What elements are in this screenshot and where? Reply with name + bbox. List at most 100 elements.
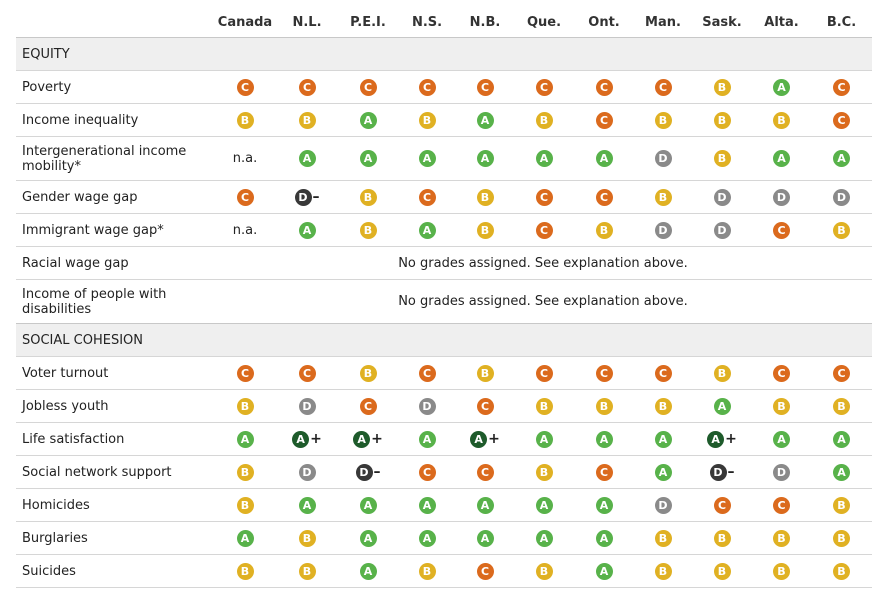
grade-cell: B: [634, 389, 692, 423]
grade-badge: C: [535, 188, 553, 206]
grade-letter-icon: A: [236, 529, 254, 547]
grade-cell: A: [752, 70, 811, 104]
grade-badge: D: [298, 463, 316, 481]
grade-cell: B: [214, 103, 276, 137]
grade-badge: C: [595, 364, 613, 382]
grade-cell: A: [214, 422, 276, 456]
grade-cell: A: [811, 136, 872, 181]
grade-badge: B: [713, 150, 731, 167]
grade-cell: C: [574, 70, 634, 104]
row-label: Burglaries: [16, 521, 214, 555]
row-label: Jobless youth: [16, 389, 214, 423]
grade-letter-icon: A: [359, 496, 377, 514]
grade-cell: C: [514, 356, 574, 390]
grade-letter-icon: A: [236, 430, 254, 448]
table-row: Jobless youth B D C D C B B B A B B: [16, 389, 872, 423]
grade-badge: A: [773, 430, 790, 448]
grade-cell: A: [398, 488, 456, 522]
grade-badge: A: [595, 562, 613, 580]
grade-cell: B: [752, 389, 811, 423]
grade-letter-icon: A: [535, 496, 553, 514]
grade-cell: C: [574, 180, 634, 214]
grade-badge: A: [654, 463, 672, 481]
grade-badge: B: [476, 364, 494, 382]
grade-letter-icon: D: [654, 221, 672, 239]
grade-cell: D: [692, 180, 752, 214]
grade-cell: D –: [276, 180, 338, 214]
grade-letter-icon: C: [595, 188, 613, 206]
row-label: Income of people with disabilities: [16, 279, 214, 324]
grade-cell: B: [811, 389, 872, 423]
grade-cell: B: [398, 554, 456, 588]
grade-cell: A +: [456, 422, 514, 456]
grade-letter-icon: D: [833, 188, 850, 206]
grade-letter-icon: A: [833, 430, 850, 448]
grade-badge: A: [298, 150, 316, 167]
grade-letter-icon: B: [773, 562, 790, 580]
grade-badge: A: [654, 430, 672, 448]
grade-badge: C: [833, 364, 850, 382]
grade-letter-icon: B: [236, 496, 254, 514]
grade-letter-icon: A: [418, 430, 436, 448]
grade-letter-icon: A: [654, 430, 672, 448]
grade-cell: C: [574, 455, 634, 489]
grade-badge: B: [773, 397, 790, 415]
grade-letter-icon: D: [654, 150, 672, 167]
grade-badge: B: [418, 562, 436, 580]
grade-letter-icon: B: [535, 397, 553, 415]
grade-letter-icon: C: [595, 78, 613, 96]
grade-badge: C: [773, 364, 790, 382]
grade-cell: A +: [692, 422, 752, 456]
grade-badge: A: [359, 496, 377, 514]
grade-letter-icon: C: [654, 364, 672, 382]
grade-cell: C: [214, 70, 276, 104]
section-title: EQUITY: [16, 37, 872, 71]
table-row: Income of people with disabilities No gra…: [16, 279, 872, 324]
grade-cell: B: [634, 103, 692, 137]
grade-letter-icon: B: [654, 397, 672, 415]
grade-letter-icon: A: [535, 150, 553, 167]
grade-letter-icon: D: [355, 463, 373, 481]
grade-cell: D: [811, 180, 872, 214]
grade-cell: A: [514, 521, 574, 555]
grade-letter-icon: C: [418, 78, 436, 96]
grade-badge: B: [595, 397, 613, 415]
grade-cell: C: [752, 488, 811, 522]
col-header: Alta.: [764, 15, 799, 30]
grade-badge: A: [833, 463, 850, 481]
grade-letter-icon: B: [713, 111, 731, 129]
grade-badge: B: [298, 111, 316, 129]
grade-cell: B: [276, 103, 338, 137]
grade-cell: B: [634, 521, 692, 555]
grade-cell: D: [276, 389, 338, 423]
grade-letter-icon: A: [773, 78, 790, 96]
grade-cell: B: [398, 103, 456, 137]
grade-letter-icon: B: [476, 364, 494, 382]
grade-cell: C: [456, 554, 514, 588]
grade-cell: C: [811, 356, 872, 390]
grade-badge: D: [654, 221, 672, 239]
grade-badge: A: [476, 111, 494, 129]
grade-badge: A: [833, 430, 850, 448]
grade-letter-icon: A: [418, 150, 436, 167]
grade-letter-icon: C: [595, 111, 613, 129]
grade-badge: A: [359, 529, 377, 547]
grade-badge: B: [654, 529, 672, 547]
no-grades-note: No grades assigned. See explanation abov…: [214, 246, 872, 280]
grade-badge: D –: [709, 463, 735, 481]
grade-badge: B: [833, 562, 850, 580]
grade-letter-icon: B: [833, 496, 850, 514]
grade-cell: A +: [276, 422, 338, 456]
grade-cell: A: [338, 488, 398, 522]
grade-cell: A: [338, 521, 398, 555]
grade-badge: A: [236, 529, 254, 547]
table-row: Suicides B B A B C B A B B B B: [16, 554, 872, 588]
grade-letter-icon: A: [595, 430, 613, 448]
grade-cell: C: [811, 70, 872, 104]
grade-cell: A: [456, 136, 514, 181]
grades-table: Canada N.L. P.E.I. N.S. N.B. Que. Ont. M…: [16, 8, 872, 588]
grade-badge: B: [236, 111, 254, 129]
grade-letter-icon: C: [476, 78, 494, 96]
grade-cell: D –: [692, 455, 752, 489]
grade-cell: C: [752, 213, 811, 247]
